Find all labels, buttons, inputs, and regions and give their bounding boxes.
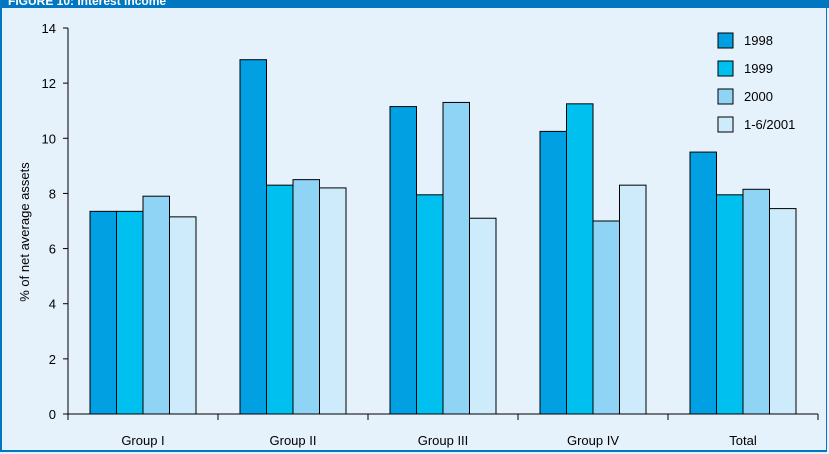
bar-group-iv-1998 — [539, 130, 567, 415]
bar-group-i-1998 — [89, 210, 117, 415]
bar-total-2000 — [742, 188, 770, 415]
bar-group-iv-2000 — [592, 220, 620, 415]
y-axis-title: % of net average assets — [17, 162, 32, 302]
x-tick-label: Group III — [418, 433, 469, 448]
y-axis: 0 2 4 6 8 10 12 14 — [42, 21, 69, 422]
legend-label: 2000 — [744, 89, 773, 104]
bar-group-ii-1999 — [266, 184, 294, 415]
figure-header: FIGURE 10: Interest income — [0, 0, 829, 8]
bar-group-iv-162001 — [619, 184, 647, 415]
legend-swatch — [717, 32, 734, 49]
bar-total-162001 — [769, 208, 797, 415]
legend: 1998 1999 2000 1-6/2001 — [717, 32, 795, 133]
y-tick-label: 12 — [42, 76, 56, 91]
y-tick-label: 10 — [42, 131, 56, 146]
bar-group-iii-2000 — [442, 101, 470, 415]
legend-label: 1-6/2001 — [744, 117, 795, 132]
bar-group-ii-1998 — [239, 59, 267, 415]
chart-frame — [0, 8, 827, 452]
y-tick-label: 6 — [49, 242, 56, 257]
bars — [89, 59, 797, 415]
legend-label: 1998 — [744, 33, 773, 48]
bar-group-iii-1998 — [389, 106, 417, 415]
x-tick-label: Group I — [121, 433, 164, 448]
x-axis: Group I Group II Group III Group IV Total — [67, 413, 819, 448]
y-tick-label: 0 — [49, 407, 56, 422]
bar-group-iv-1999 — [566, 103, 594, 415]
legend-swatch — [717, 60, 734, 77]
bar-group-ii-162001 — [319, 187, 347, 415]
bar-group-i-162001 — [169, 216, 197, 415]
y-tick-label: 8 — [49, 186, 56, 201]
bar-group-i-1999 — [116, 210, 144, 415]
x-tick-label: Total — [729, 433, 757, 448]
x-tick-label: Group IV — [567, 433, 619, 448]
legend-swatch — [717, 116, 734, 133]
y-tick-label: 4 — [49, 297, 56, 312]
legend-swatch — [717, 88, 734, 105]
bar-total-1999 — [716, 194, 744, 415]
y-tick-label: 14 — [42, 21, 56, 36]
bar-group-i-2000 — [142, 195, 170, 415]
legend-label: 1999 — [744, 61, 773, 76]
bar-group-iii-162001 — [469, 217, 497, 415]
x-tick-label: Group II — [270, 433, 317, 448]
y-tick-label: 2 — [49, 352, 56, 367]
bar-group-iii-1999 — [416, 194, 444, 415]
bar-total-1998 — [689, 151, 717, 415]
figure-title: FIGURE 10: Interest income — [8, 0, 167, 8]
bar-group-ii-2000 — [292, 179, 320, 415]
